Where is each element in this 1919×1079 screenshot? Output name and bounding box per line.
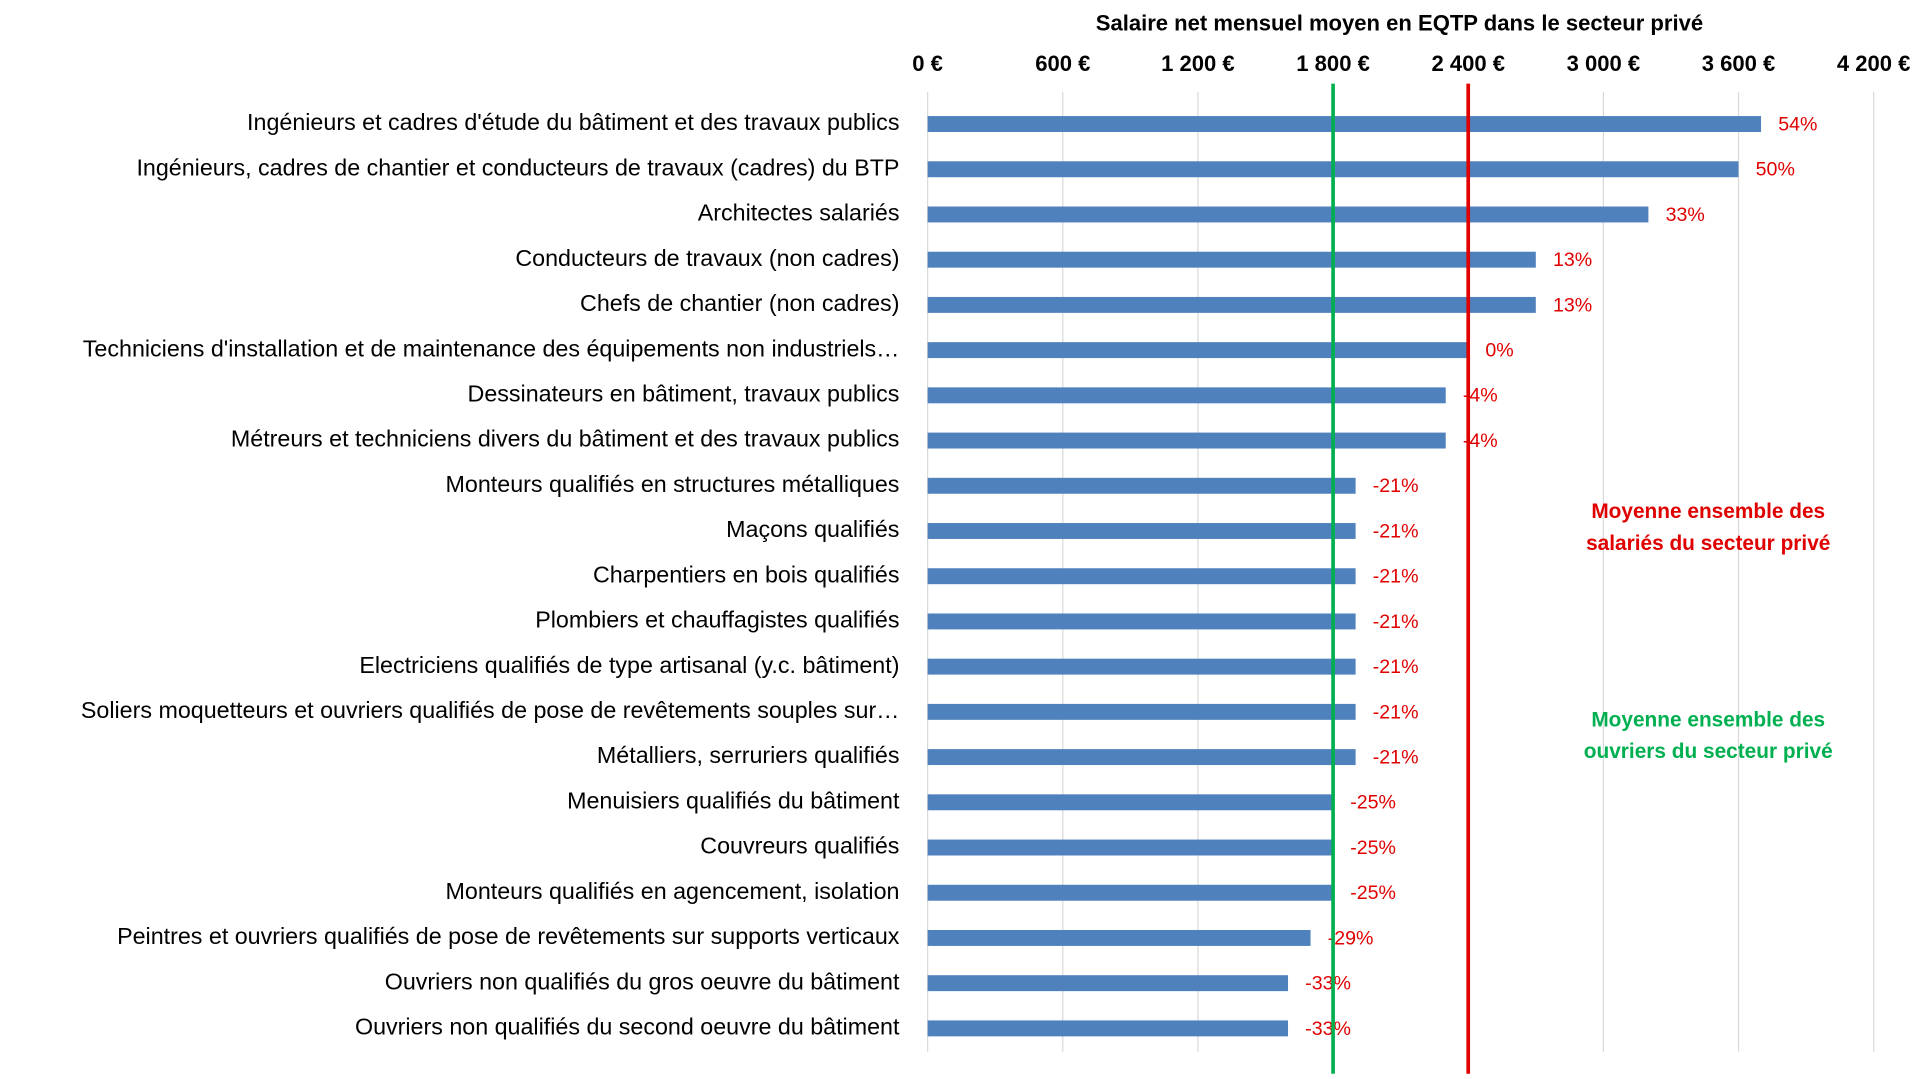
bar	[927, 749, 1356, 766]
y-tick-label: Peintres et ouvriers qualifiés de pose d…	[117, 923, 900, 949]
y-tick-label: Plombiers et chauffagistes qualifiés	[535, 607, 899, 633]
bar	[927, 929, 1311, 946]
bar	[927, 342, 1469, 359]
y-tick-label: Métalliers, serruriers qualifiés	[597, 742, 900, 768]
y-tick-label: Ingénieurs et cadres d'étude du bâtiment…	[247, 109, 899, 135]
deviation-label: -33%	[1305, 973, 1351, 995]
y-tick-label: Techniciens d'installation et de mainten…	[83, 335, 900, 361]
x-tick-label: 600 €	[1035, 51, 1090, 76]
bar	[927, 296, 1536, 313]
y-tick-label: Ouvriers non qualifiés du gros oeuvre du…	[385, 968, 900, 994]
bar	[927, 116, 1762, 133]
bar	[927, 613, 1356, 630]
y-tick-label: Chefs de chantier (non cadres)	[580, 290, 899, 316]
deviation-label: -21%	[1373, 520, 1419, 542]
chart-title: Salaire net mensuel moyen en EQTP dans l…	[1096, 11, 1703, 36]
deviation-label: -25%	[1350, 882, 1396, 904]
x-tick-label: 3 000 €	[1567, 51, 1641, 76]
deviation-label: -21%	[1373, 566, 1419, 588]
reference-label: Moyenne ensemble des	[1591, 500, 1825, 523]
deviation-label: -21%	[1373, 611, 1419, 633]
y-tick-label: Charpentiers en bois qualifiés	[593, 561, 900, 587]
y-tick-label: Menuisiers qualifiés du bâtiment	[567, 787, 900, 813]
deviation-label: 50%	[1756, 159, 1795, 181]
bar	[927, 794, 1334, 811]
deviation-label: 13%	[1553, 294, 1592, 316]
x-tick-label: 2 400 €	[1431, 51, 1505, 76]
y-tick-label: Ingénieurs, cadres de chantier et conduc…	[136, 154, 899, 180]
y-tick-label: Dessinateurs en bâtiment, travaux public…	[468, 380, 900, 406]
y-tick-label: Couvreurs qualifiés	[700, 833, 899, 859]
x-tick-label: 1 200 €	[1161, 51, 1235, 76]
bar	[927, 523, 1356, 539]
x-tick-label: 3 600 €	[1702, 51, 1776, 76]
y-tick-label: Monteurs qualifiés en agencement, isolat…	[446, 878, 900, 904]
reference-label: Moyenne ensemble des	[1591, 708, 1825, 731]
bar	[927, 884, 1334, 901]
y-tick-label: Architectes salariés	[698, 200, 900, 226]
y-tick-label: Ouvriers non qualifiés du second oeuvre …	[355, 1014, 900, 1040]
bar	[927, 432, 1446, 449]
deviation-label: 33%	[1666, 204, 1705, 226]
deviation-label: -29%	[1328, 927, 1374, 949]
deviation-label: -21%	[1373, 746, 1419, 768]
y-tick-label: Conducteurs de travaux (non cadres)	[515, 245, 899, 271]
bar	[927, 658, 1356, 675]
bar	[927, 839, 1334, 856]
deviation-label: -25%	[1350, 837, 1396, 859]
deviation-label: 13%	[1553, 249, 1592, 271]
deviation-label: -25%	[1350, 792, 1396, 814]
deviation-label: -4%	[1463, 385, 1498, 407]
deviation-label: -21%	[1373, 701, 1419, 723]
deviation-label: -21%	[1373, 475, 1419, 497]
x-tick-label: 0 €	[912, 51, 943, 76]
reference-label: ouvriers du secteur privé	[1584, 740, 1833, 763]
x-tick-label: 4 200 €	[1837, 51, 1911, 76]
y-tick-label: Métreurs et techniciens divers du bâtime…	[231, 426, 900, 452]
bar	[927, 251, 1536, 268]
deviation-label: 0%	[1485, 340, 1513, 362]
reference-label: salariés du secteur privé	[1586, 532, 1830, 555]
bar	[927, 975, 1289, 992]
x-tick-label: 1 800 €	[1296, 51, 1370, 76]
y-tick-label: Monteurs qualifiés en structures métalli…	[446, 471, 900, 497]
bar	[927, 1020, 1289, 1037]
deviation-label: -33%	[1305, 1018, 1351, 1040]
bar	[927, 387, 1446, 404]
bar	[927, 568, 1356, 585]
bar	[927, 703, 1356, 720]
y-tick-label: Electriciens qualifiés de type artisanal…	[359, 652, 899, 678]
deviation-label: 54%	[1778, 113, 1817, 135]
deviation-label: -21%	[1373, 656, 1419, 678]
deviation-label: -4%	[1463, 430, 1498, 452]
bar	[927, 477, 1356, 494]
bar	[927, 206, 1649, 223]
y-tick-label: Soliers moquetteurs et ouvriers qualifié…	[81, 697, 900, 723]
y-tick-label: Maçons qualifiés	[726, 516, 899, 542]
